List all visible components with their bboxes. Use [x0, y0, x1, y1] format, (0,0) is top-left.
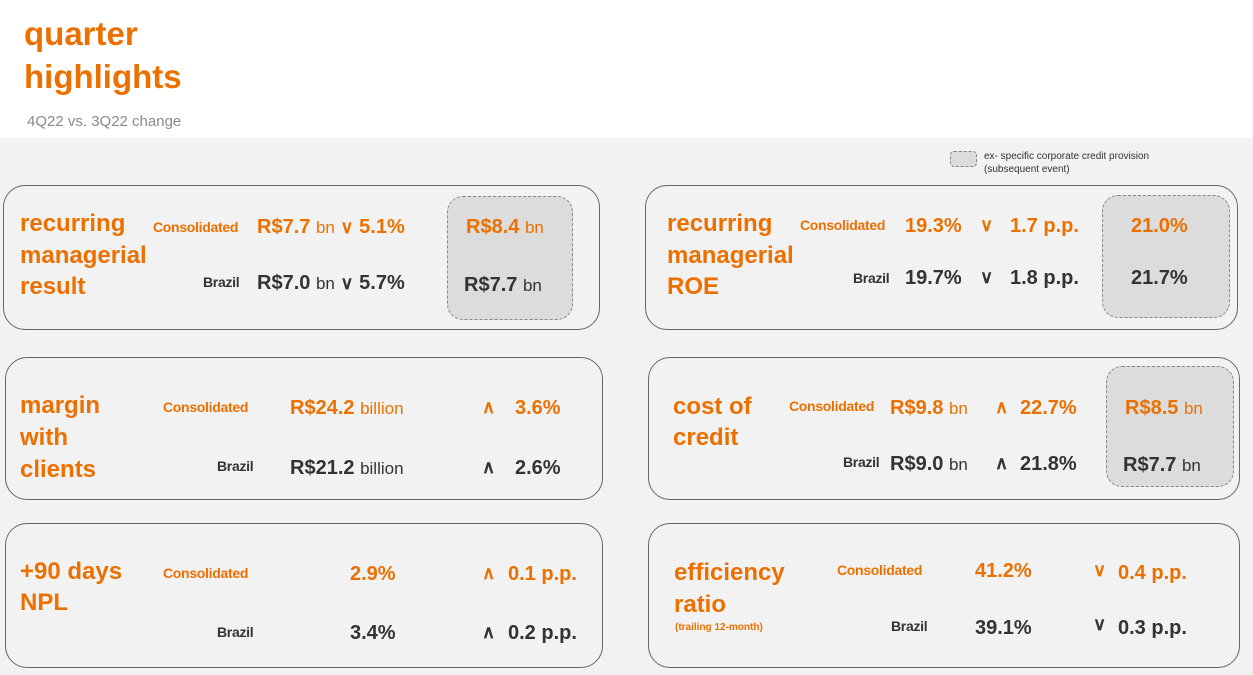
brazil-change: 0.3 p.p.	[1118, 617, 1187, 639]
arrow-down-icon: ∨	[980, 267, 994, 287]
ex-brazil-value: R$7.7 bn	[464, 274, 542, 296]
brazil-label: Brazil	[891, 618, 928, 634]
ex-brazil-value: R$7.7 bn	[1123, 454, 1201, 476]
consolidated-change: 22.7%	[1020, 397, 1077, 419]
brazil-change: 0.2 p.p.	[508, 622, 577, 644]
arrow-down-icon: ∨	[980, 215, 994, 235]
brazil-label: Brazil	[203, 274, 240, 290]
brazil-value: 19.7%	[905, 267, 962, 289]
consolidated-value: 41.2%	[975, 560, 1032, 582]
ex-provision-box	[1106, 366, 1234, 487]
arrow-up-icon: ∧	[482, 397, 496, 417]
arrow-down-icon: ∨	[1093, 614, 1107, 634]
card-title: ratio	[674, 591, 727, 618]
card-title: recurring	[667, 210, 773, 237]
brazil-label: Brazil	[217, 458, 254, 474]
consolidated-change: 1.7 p.p.	[1010, 215, 1079, 237]
brazil-value: 39.1%	[975, 617, 1032, 639]
consolidated-value: R$7.7 bn ∨ 5.1%	[257, 216, 405, 238]
arrow-up-icon: ∧	[482, 622, 496, 642]
card-margin-with-clients	[5, 357, 603, 500]
card-title: credit	[673, 424, 739, 451]
ex-provision-box	[1102, 195, 1230, 318]
card-title: managerial	[20, 242, 147, 269]
ex-consolidated-value: 21.0%	[1131, 215, 1188, 237]
card-90-days-npl	[5, 523, 603, 668]
card-title: cost of	[673, 393, 752, 420]
page-title-line2: highlights	[24, 58, 182, 95]
page-subtitle: 4Q22 vs. 3Q22 change	[27, 113, 182, 130]
brazil-value: R$9.0 bn	[890, 453, 968, 475]
consolidated-label: Consolidated	[800, 217, 886, 233]
card-title: NPL	[20, 589, 68, 616]
card-title: clients	[20, 456, 97, 483]
page-title-line1: quarter	[24, 15, 138, 52]
brazil-label: Brazil	[843, 454, 880, 470]
brazil-change: 1.8 p.p.	[1010, 267, 1079, 289]
consolidated-change: 3.6%	[515, 397, 561, 419]
arrow-up-icon: ∧	[995, 397, 1009, 417]
arrow-up-icon: ∧	[995, 453, 1009, 473]
card-title: efficiency	[674, 559, 785, 586]
brazil-change: 2.6%	[515, 457, 561, 479]
consolidated-label: Consolidated	[837, 562, 923, 578]
consolidated-label: Consolidated	[789, 398, 875, 414]
consolidated-change: 0.1 p.p.	[508, 563, 577, 585]
card-note: (trailing 12-month)	[675, 622, 763, 633]
brazil-value: R$7.0 bn ∨ 5.7%	[257, 272, 405, 294]
card-title: recurring	[20, 210, 126, 237]
consolidated-label: Consolidated	[153, 219, 239, 235]
brazil-label: Brazil	[217, 624, 254, 640]
card-title: margin	[20, 392, 101, 419]
card-title: result	[20, 273, 86, 300]
consolidated-value: R$24.2 billion	[290, 397, 404, 419]
ex-consolidated-value: R$8.5 bn	[1125, 397, 1203, 419]
brazil-value: R$21.2 billion	[290, 457, 404, 479]
consolidated-label: Consolidated	[163, 565, 249, 581]
consolidated-change: 0.4 p.p.	[1118, 562, 1187, 584]
card-title: ROE	[667, 273, 720, 300]
ex-consolidated-value: R$8.4 bn	[466, 216, 544, 238]
arrow-down-icon: ∨	[1093, 560, 1107, 580]
card-efficiency-ratio	[648, 523, 1240, 668]
ex-provision-box	[447, 196, 573, 320]
brazil-value: 3.4%	[350, 622, 396, 644]
card-title: +90 days	[20, 558, 123, 585]
consolidated-value: R$9.8 bn	[890, 397, 968, 419]
consolidated-label: Consolidated	[163, 399, 249, 415]
legend-text: ex- specific corporate credit provision(…	[984, 151, 1150, 175]
arrow-up-icon: ∧	[482, 457, 496, 477]
ex-brazil-value: 21.7%	[1131, 267, 1188, 289]
arrow-up-icon: ∧	[482, 563, 496, 583]
legend-dashed-box-icon	[950, 151, 977, 167]
consolidated-value: 2.9%	[350, 563, 396, 585]
brazil-change: 21.8%	[1020, 453, 1077, 475]
card-title: with	[20, 424, 68, 451]
brazil-label: Brazil	[853, 270, 890, 286]
card-title: managerial	[667, 242, 794, 269]
consolidated-value: 19.3%	[905, 215, 962, 237]
